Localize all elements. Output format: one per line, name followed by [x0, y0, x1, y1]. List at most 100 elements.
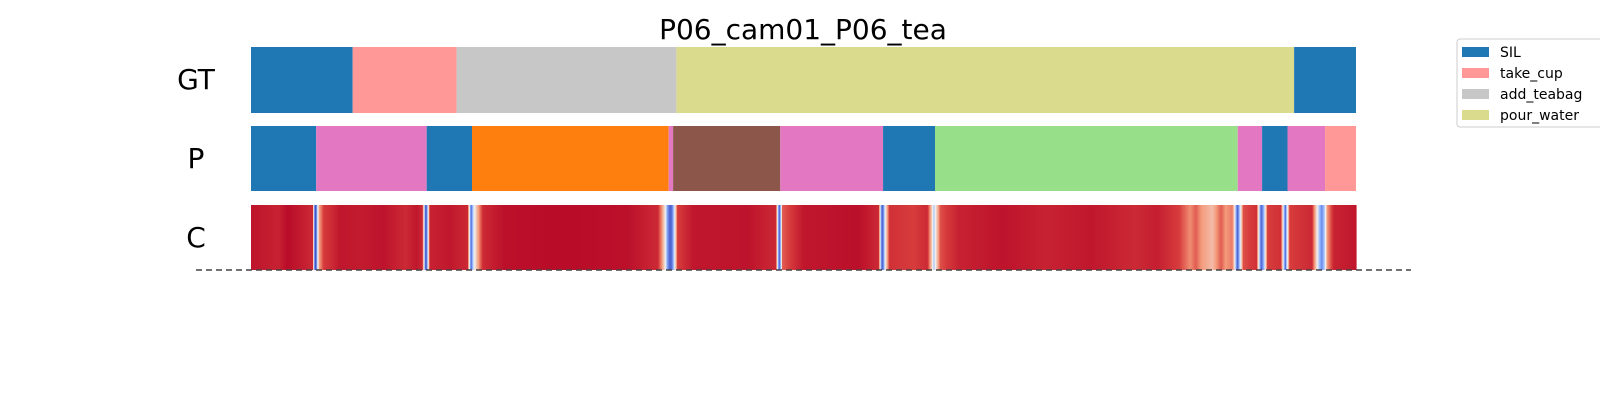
- confidence-cell: [554, 205, 556, 270]
- confidence-cell: [315, 205, 317, 270]
- confidence-cell: [1242, 205, 1244, 270]
- confidence-cell: [399, 205, 401, 270]
- confidence-cell: [1202, 205, 1204, 270]
- confidence-cell: [1147, 205, 1149, 270]
- confidence-cell: [1129, 205, 1131, 270]
- confidence-cell: [456, 205, 458, 270]
- confidence-cell: [1352, 205, 1354, 270]
- confidence-cell: [686, 205, 688, 270]
- confidence-cell: [973, 205, 975, 270]
- confidence-cell: [705, 205, 707, 270]
- confidence-cell: [529, 205, 531, 270]
- confidence-cell: [513, 205, 515, 270]
- chart-title: P06_cam01_P06_tea: [659, 13, 947, 46]
- confidence-cell: [1015, 205, 1017, 270]
- confidence-cell: [288, 205, 290, 270]
- confidence-cell: [1265, 205, 1267, 270]
- confidence-cell: [787, 205, 789, 270]
- confidence-cell: [350, 205, 352, 270]
- confidence-cell: [283, 205, 285, 270]
- confidence-cell: [932, 205, 934, 270]
- confidence-cell: [664, 205, 666, 270]
- confidence-cell: [874, 205, 876, 270]
- confidence-cell: [364, 205, 366, 270]
- confidence-cell: [833, 205, 835, 270]
- confidence-cell: [1000, 205, 1002, 270]
- confidence-cell: [1021, 205, 1023, 270]
- confidence-cell: [255, 205, 257, 270]
- confidence-cell: [1218, 205, 1220, 270]
- confidence-cell: [1121, 205, 1123, 270]
- confidence-cell: [807, 205, 809, 270]
- confidence-cell: [1354, 205, 1356, 270]
- confidence-cell: [1258, 205, 1260, 270]
- confidence-cell: [443, 205, 445, 270]
- confidence-cell: [1111, 205, 1113, 270]
- confidence-cell: [473, 205, 475, 270]
- confidence-cell: [630, 205, 632, 270]
- confidence-cell: [397, 205, 399, 270]
- confidence-cell: [984, 205, 986, 270]
- confidence-cell: [543, 205, 545, 270]
- confidence-cell: [1085, 205, 1087, 270]
- confidence-cell: [276, 205, 278, 270]
- confidence-cell: [269, 205, 271, 270]
- confidence-cell: [711, 205, 713, 270]
- confidence-cell: [1333, 205, 1335, 270]
- confidence-cell: [486, 205, 488, 270]
- confidence-cell: [654, 205, 656, 270]
- confidence-cell: [1154, 205, 1156, 270]
- confidence-cell: [598, 205, 600, 270]
- confidence-cell: [964, 205, 966, 270]
- confidence-cell: [619, 205, 621, 270]
- confidence-cell: [615, 205, 617, 270]
- confidence-cell: [328, 205, 330, 270]
- confidence-cell: [591, 205, 593, 270]
- confidence-cell: [1002, 205, 1004, 270]
- row-label-gt: GT: [177, 63, 216, 96]
- confidence-cell: [1112, 205, 1114, 270]
- confidence-cell: [910, 205, 912, 270]
- confidence-cell: [372, 205, 374, 270]
- confidence-cell: [559, 205, 561, 270]
- confidence-cell: [1143, 205, 1145, 270]
- confidence-cell: [700, 205, 702, 270]
- confidence-cell: [461, 205, 463, 270]
- confidence-cell: [927, 205, 929, 270]
- confidence-cell: [699, 205, 701, 270]
- confidence-cell: [303, 205, 305, 270]
- confidence-cell: [361, 205, 363, 270]
- confidence-cell: [1328, 205, 1330, 270]
- confidence-cell: [988, 205, 990, 270]
- confidence-cell: [1244, 205, 1246, 270]
- confidence-cell: [531, 205, 533, 270]
- confidence-cell: [810, 205, 812, 270]
- confidence-cell: [981, 205, 983, 270]
- confidence-cell: [985, 205, 987, 270]
- confidence-cell: [285, 205, 287, 270]
- confidence-cell: [878, 205, 880, 270]
- confidence-cell: [1013, 205, 1015, 270]
- confidence-cell: [983, 205, 985, 270]
- confidence-cell: [335, 205, 337, 270]
- confidence-cell: [668, 205, 670, 270]
- confidence-cell: [1178, 205, 1180, 270]
- confidence-cell: [428, 205, 430, 270]
- confidence-cell: [537, 205, 539, 270]
- confidence-cell: [1180, 205, 1182, 270]
- confidence-cell: [880, 205, 882, 270]
- confidence-cell: [887, 205, 889, 270]
- confidence-cell: [834, 205, 836, 270]
- confidence-cell: [636, 205, 638, 270]
- confidence-cell: [1213, 205, 1215, 270]
- confidence-cell: [1224, 205, 1226, 270]
- confidence-cell: [430, 205, 432, 270]
- confidence-cell: [1320, 205, 1322, 270]
- confidence-cell: [1024, 205, 1026, 270]
- confidence-cell: [744, 205, 746, 270]
- confidence-cell: [768, 205, 770, 270]
- gt-segment-take_cup: [352, 47, 457, 113]
- confidence-cell: [987, 205, 989, 270]
- confidence-cell: [888, 205, 890, 270]
- confidence-cell: [1041, 205, 1043, 270]
